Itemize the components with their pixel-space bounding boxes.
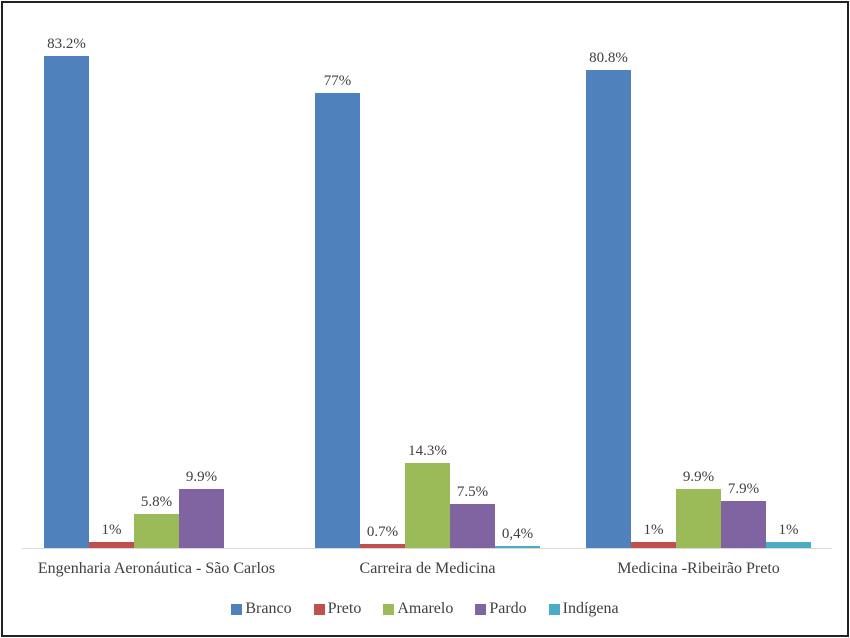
data-label: 0,4% [501,526,534,542]
data-label: 77% [323,73,352,89]
legend-label: Preto [327,600,362,617]
legend-label: Branco [245,600,292,617]
bar-branco [586,70,631,548]
bar-indígena [495,546,540,548]
bar-indígena [766,542,811,548]
bar-branco [315,93,360,548]
data-label: 7.5% [456,484,489,500]
bar-amarelo [676,489,721,548]
bar-preto [360,544,405,548]
bar-preto [89,542,134,548]
legend-item-pardo: Pardo [475,600,527,618]
category-label: Carreira de Medicina [359,560,496,577]
category-label: Engenharia Aeronáutica - São Carlos [37,560,276,577]
legend-label: Indígena [562,600,619,617]
bar-pardo [450,504,495,548]
bar-amarelo [405,463,450,548]
category-label: Medicina -Ribeirão Preto [617,560,780,577]
legend-item-branco: Branco [231,600,292,618]
legend-swatch-icon [548,603,560,615]
bar-branco [44,56,89,548]
bar-amarelo [134,514,179,548]
data-label: 80.8% [589,50,628,66]
legend-swatch-icon [313,603,325,615]
legend-item-indígena: Indígena [548,600,619,618]
data-label: 1% [101,522,122,538]
data-label: 5.8% [140,494,173,510]
legend-label: Amarelo [397,600,454,617]
data-label: 7.9% [727,481,760,497]
chart-legend: Branco Preto Amarelo Pardo Indígena [0,600,850,618]
legend-item-amarelo: Amarelo [383,600,453,618]
legend-swatch-icon [383,603,395,615]
x-axis-baseline [22,548,832,549]
data-label: 0.7% [366,524,399,540]
legend-item-preto: Preto [313,600,362,618]
data-label: 9.9% [682,469,715,485]
bar-pardo [721,501,766,548]
legend-label: Pardo [489,600,527,617]
data-label: 83.2% [47,36,86,52]
bar-preto [631,542,676,548]
data-label: 1% [778,522,799,538]
bar-pardo [179,489,224,548]
legend-swatch-icon [475,603,487,615]
data-label: 14.3% [408,443,447,459]
legend-swatch-icon [231,603,243,615]
data-label: 9.9% [185,469,218,485]
data-label: 1% [643,522,664,538]
